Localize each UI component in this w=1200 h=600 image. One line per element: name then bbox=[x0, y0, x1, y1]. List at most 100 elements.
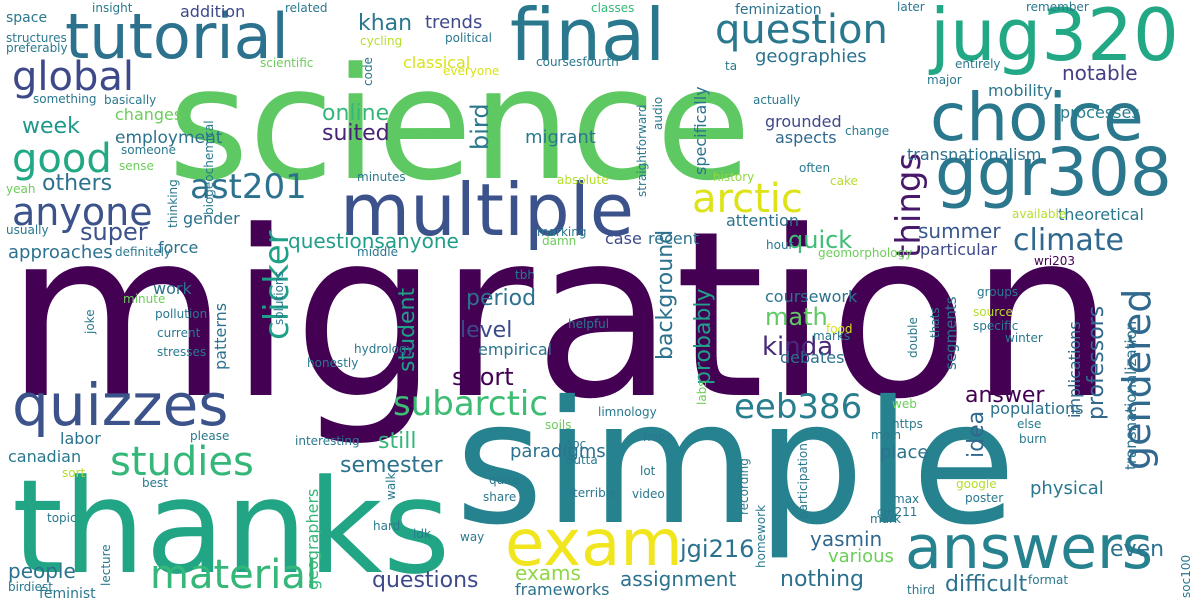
word-arctic: arctic bbox=[692, 176, 803, 222]
word-transnationalization: transnationalization bbox=[1122, 321, 1140, 470]
word-week: week bbox=[22, 114, 80, 139]
word-poster: poster bbox=[965, 491, 1003, 505]
word-assignment: assignment bbox=[620, 567, 736, 591]
word-labor: labor bbox=[60, 429, 101, 448]
word-force: force bbox=[158, 238, 198, 257]
word-homework: homework bbox=[754, 505, 768, 568]
word-things: things bbox=[889, 153, 929, 258]
word-particular: particular bbox=[920, 240, 997, 259]
word-quizzes: quizzes bbox=[12, 371, 228, 439]
word-patterns: patterns bbox=[211, 303, 230, 370]
word-geographers: geographers bbox=[303, 489, 322, 590]
word-people: people bbox=[8, 559, 76, 583]
word-thinking: thinking bbox=[166, 179, 180, 228]
word-migrant: migrant bbox=[525, 127, 596, 148]
word-trends: trends bbox=[425, 12, 482, 33]
word-feminist: feminist bbox=[39, 586, 96, 600]
word-employment: employment bbox=[115, 128, 223, 148]
word-participation: participation bbox=[796, 443, 810, 519]
word-frameworks: frameworks bbox=[515, 580, 610, 599]
word-populations: populations bbox=[990, 399, 1083, 418]
word-marks: marks bbox=[813, 329, 850, 343]
word-hour: hour bbox=[766, 238, 794, 252]
word-changes: changes bbox=[115, 105, 182, 124]
word-sense: sense bbox=[119, 159, 154, 173]
word-stresses: stresses bbox=[157, 345, 206, 359]
word-preferably: preferably bbox=[6, 41, 68, 55]
word-minutes: minutes bbox=[357, 170, 406, 184]
word-anyone: anyone bbox=[12, 190, 153, 234]
word-honestly: honestly bbox=[307, 356, 358, 370]
word-mobility: mobility bbox=[988, 81, 1053, 100]
word-jgi216: jgi216 bbox=[679, 535, 754, 563]
word-soils: soils bbox=[545, 418, 572, 432]
word-food: food bbox=[826, 322, 853, 336]
word-damn: damn bbox=[542, 234, 576, 248]
word-quick: quick bbox=[788, 226, 852, 254]
word-ast201: ast201 bbox=[190, 167, 307, 207]
word-political: political bbox=[445, 31, 492, 45]
word-answers: answers bbox=[905, 513, 1153, 583]
word-usually: usually bbox=[6, 223, 49, 237]
word-material: material bbox=[150, 552, 317, 598]
word-recent: recent bbox=[648, 229, 699, 248]
word-canadian: canadian bbox=[8, 447, 81, 466]
word-coursesfourth: coursesfourth bbox=[536, 55, 619, 69]
word-format: format bbox=[1028, 573, 1068, 587]
word-space: space bbox=[6, 10, 47, 26]
word-grounded: grounded bbox=[765, 112, 842, 131]
word-choice: choice bbox=[930, 79, 1144, 156]
word-source: source bbox=[973, 305, 1013, 319]
word-physical: physical bbox=[1030, 478, 1104, 499]
word-remember: remember bbox=[1026, 0, 1089, 14]
word-processes: processes bbox=[1060, 103, 1140, 122]
word-debates: debates bbox=[780, 348, 844, 367]
word-yasmin: yasmin bbox=[810, 527, 882, 551]
word-kinda: kinda bbox=[762, 332, 833, 362]
word-ta: ta bbox=[725, 59, 737, 73]
word-video: video bbox=[632, 487, 665, 501]
word-absolute: absolute bbox=[557, 173, 609, 187]
word-professors: professors bbox=[1084, 306, 1109, 420]
word-major: major bbox=[927, 73, 962, 87]
word-specific: specific bbox=[973, 319, 1018, 333]
word-paradigms: paradigms bbox=[510, 441, 606, 462]
word-entirely: entirely bbox=[955, 57, 1001, 71]
word-soc100: soc100 bbox=[1179, 555, 1193, 598]
word-hope: hope bbox=[643, 430, 673, 444]
word-insight: insight bbox=[92, 1, 133, 15]
word-attention: attention bbox=[726, 211, 799, 230]
word-probably: probably bbox=[691, 288, 716, 385]
word-simple: simple bbox=[455, 365, 1016, 563]
word-geographies: geographies bbox=[755, 46, 867, 67]
word-audio: audio bbox=[651, 97, 665, 130]
word-migration: migration bbox=[5, 183, 1115, 450]
word-google: google bbox=[956, 477, 997, 491]
word-related: related bbox=[285, 1, 327, 15]
word-cycling: cycling bbox=[360, 34, 402, 48]
word-wri203: wri203 bbox=[1034, 254, 1075, 268]
word-questions: questions bbox=[372, 568, 479, 593]
word-structures: structures bbox=[6, 31, 67, 45]
word-joke: joke bbox=[83, 309, 97, 335]
word-case: case bbox=[605, 229, 642, 248]
word-way: way bbox=[460, 530, 484, 544]
word-thats: thats bbox=[928, 307, 942, 338]
word-hydrology: hydrology bbox=[354, 342, 414, 356]
word-solutions: solutions bbox=[272, 271, 286, 325]
word-segments: segments bbox=[942, 296, 960, 370]
word-short: short bbox=[452, 363, 514, 391]
word-eeb386: eeb386 bbox=[734, 387, 862, 427]
word-interesting: interesting bbox=[295, 434, 360, 448]
word-global: global bbox=[12, 54, 134, 100]
word-super: super bbox=[80, 218, 148, 246]
word-limnology: limnology bbox=[598, 405, 657, 419]
word-bird: bird bbox=[466, 103, 494, 150]
word-terrible: terrible bbox=[573, 486, 616, 500]
word-helpful: helpful bbox=[568, 317, 609, 331]
word-third: third bbox=[907, 583, 935, 597]
word-idea: idea bbox=[964, 411, 989, 458]
word-geomorphology: geomorphology bbox=[818, 246, 912, 260]
